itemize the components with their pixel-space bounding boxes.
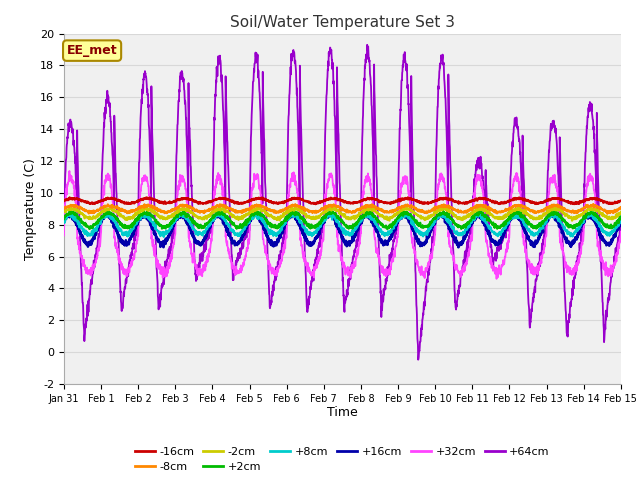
Y-axis label: Temperature (C): Temperature (C) (24, 158, 37, 260)
Text: EE_met: EE_met (67, 44, 117, 57)
X-axis label: Time: Time (327, 407, 358, 420)
Title: Soil/Water Temperature Set 3: Soil/Water Temperature Set 3 (230, 15, 455, 30)
Legend: -16cm, -8cm, -2cm, +2cm, +8cm, +16cm, +32cm, +64cm: -16cm, -8cm, -2cm, +2cm, +8cm, +16cm, +3… (131, 442, 554, 477)
